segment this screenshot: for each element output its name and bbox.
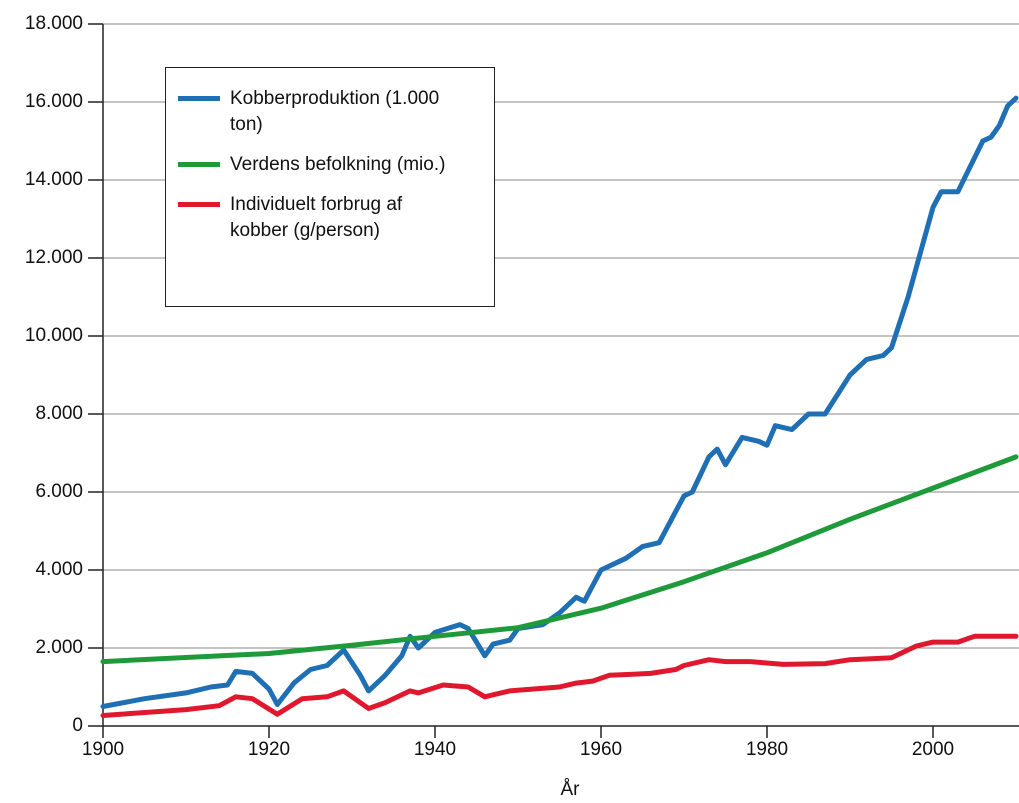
series-line [100, 95, 1019, 709]
x-tick-label: 1900 [82, 739, 124, 760]
x-tick-label: 1960 [580, 739, 622, 760]
legend-swatch [178, 162, 220, 167]
legend: Kobberproduktion (1.000 ton) Verdens befo… [165, 67, 495, 307]
x-axis-label: År [561, 779, 581, 800]
legend-entry: Individuelt forbrug af kobber (g/person) [178, 192, 494, 244]
y-tick-label: 12.000 [25, 247, 83, 268]
legend-swatch [178, 202, 220, 207]
legend-entry: Kobberproduktion (1.000 ton) [178, 86, 494, 138]
y-tick-label: 2.000 [35, 637, 83, 658]
y-tick-label: 0 [72, 715, 83, 736]
legend-entry: Verdens befolkning (mio.) [178, 152, 494, 178]
y-tick-label: 10.000 [25, 325, 83, 346]
series-line [100, 633, 1019, 718]
x-tick-label: 1980 [746, 739, 788, 760]
legend-label: Individuelt forbrug af kobber (g/person) [230, 194, 403, 241]
legend-swatch [178, 96, 220, 101]
legend-label: Verdens befolkning (mio.) [230, 154, 446, 175]
y-tick-label: 18.000 [25, 13, 83, 34]
y-tick-label: 14.000 [25, 169, 83, 190]
legend-label: Kobberproduktion (1.000 ton) [230, 88, 440, 135]
y-tick-label: 8.000 [35, 403, 83, 424]
series-line [100, 454, 1019, 665]
x-tick-label: 2000 [912, 739, 954, 760]
y-tick-label: 4.000 [35, 559, 83, 580]
x-tick-label: 1940 [414, 739, 456, 760]
y-tick-label: 16.000 [25, 91, 83, 112]
x-tick-label: 1920 [248, 739, 290, 760]
y-tick-label: 6.000 [35, 481, 83, 502]
